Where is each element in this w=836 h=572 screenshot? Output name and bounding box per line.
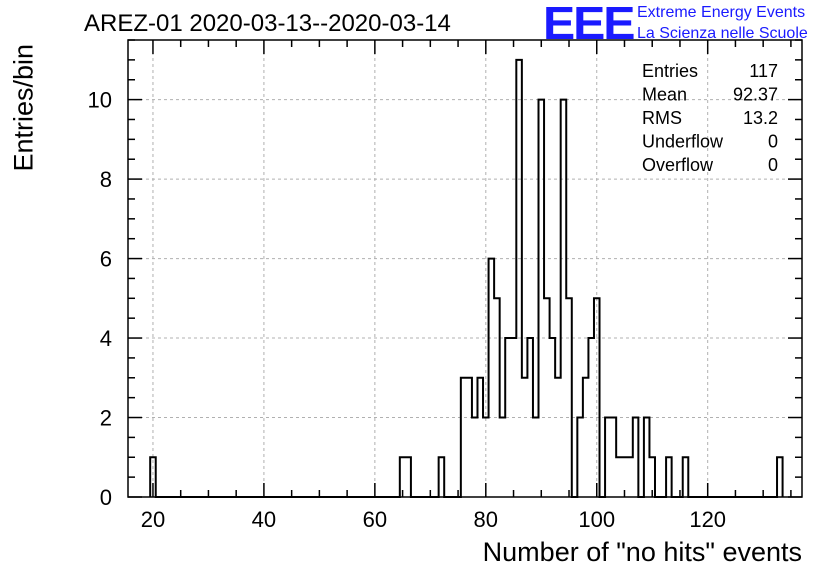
y-tick-label: 4 [100,326,112,351]
y-axis-label: Entries/bin [8,43,39,172]
x-tick-label: 100 [578,507,615,532]
y-tick-label: 6 [100,247,112,272]
y-tick-label: 10 [88,88,112,113]
histogram-layer [149,58,784,498]
stats-value-overflow: 0 [768,155,778,175]
x-tick-label: 80 [474,507,498,532]
stats-label-overflow: Overflow [642,155,714,175]
stats-box: Entries 117 Mean 92.37 RMS 13.2 Underflow 0 Over… [642,61,778,175]
stats-label-entries: Entries [642,61,698,81]
stats-value-entries: 117 [749,61,778,81]
x-tick-label: 60 [363,507,387,532]
x-tick-label: 20 [141,507,165,532]
y-tick-label: 2 [100,406,112,431]
stats-value-mean: 92.37 [733,85,778,105]
logo-line-2: La Scienza nelle Scuole [637,25,808,42]
histogram-bin-87 [522,378,528,497]
stats-label-rms: RMS [642,108,682,128]
histogram-outline [149,58,784,498]
histogram-bin-93 [555,378,561,497]
eee-logo: EEE [543,0,635,49]
y-tick-label: 8 [100,167,112,192]
histogram-bin-106 [627,457,633,497]
plot-frame [127,39,803,498]
x-tick-label: 120 [689,507,726,532]
grid-layer [128,40,802,497]
y-tick-label: 0 [100,485,112,510]
histogram-bin-78 [472,418,478,497]
stats-value-underflow: 0 [768,132,778,152]
histogram-bin-83 [500,418,506,497]
x-tick-label: 40 [252,507,276,532]
stats-label-mean: Mean [642,85,687,105]
logo-line-1: Extreme Energy Events [637,4,806,21]
stats-value-rms: 13.2 [743,108,778,128]
stats-label-underflow: Underflow [642,132,724,152]
axis-layer: 20 40 60 80 100 120 0 2 4 6 8 10 [88,39,803,532]
histogram-bin-104 [616,457,622,497]
histogram-bin-89 [533,418,539,497]
x-axis-label: Number of "no hits" events [482,537,802,567]
chart-title: AREZ-01 2020-03-13--2020-03-14 [84,10,451,37]
